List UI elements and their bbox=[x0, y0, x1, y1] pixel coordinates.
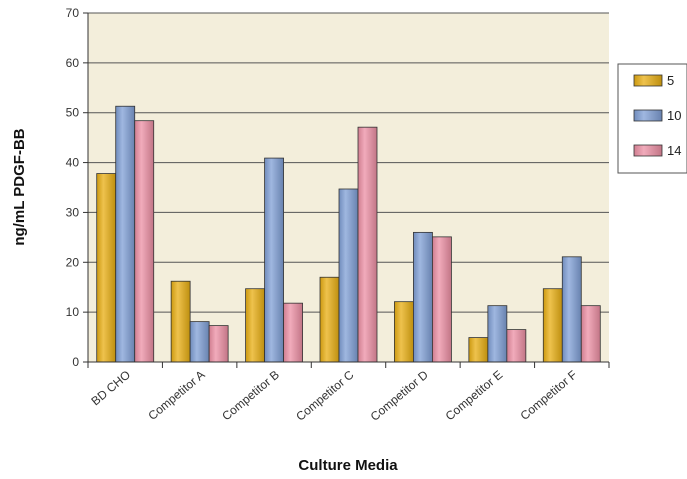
legend: 5 10 14 bbox=[617, 63, 687, 174]
bar-10-competitor-d bbox=[413, 231, 433, 363]
legend-swatch-10 bbox=[633, 109, 663, 122]
bar-14-competitor-e bbox=[506, 329, 527, 363]
legend-swatch-5 bbox=[633, 74, 663, 87]
x-tick-label: BD CHO bbox=[88, 368, 133, 409]
legend-label-5: 5 bbox=[667, 73, 674, 88]
bar-10-competitor-f bbox=[561, 256, 582, 363]
legend-swatch-14 bbox=[633, 144, 663, 157]
bar-5-competitor-d bbox=[394, 301, 414, 363]
y-tick-label: 10 bbox=[66, 305, 80, 319]
bar-10-competitor-c bbox=[338, 188, 359, 363]
bar-10-competitor-a bbox=[189, 321, 210, 363]
y-tick-label: 30 bbox=[66, 205, 80, 219]
x-tick-label: Competitor A bbox=[145, 368, 207, 423]
bar-14-bd-cho bbox=[134, 120, 155, 363]
bar-5-competitor-c bbox=[319, 276, 340, 363]
x-tick-label: Competitor C bbox=[293, 367, 356, 423]
bar-10-competitor-b bbox=[264, 157, 284, 363]
x-tick-label: Competitor F bbox=[518, 368, 580, 423]
x-tick-label: Competitor D bbox=[368, 367, 431, 423]
bar-14-competitor-f bbox=[580, 305, 601, 363]
bar-5-bd-cho bbox=[96, 173, 117, 363]
y-tick-labels: 0 10 20 30 40 50 60 70 bbox=[66, 6, 88, 369]
axes bbox=[87, 13, 609, 363]
bar-14-competitor-c bbox=[357, 126, 378, 363]
x-tick-label: Competitor E bbox=[443, 368, 506, 424]
bar-5-competitor-e bbox=[468, 337, 489, 363]
y-axis-title: ng/mL PDGF-BB bbox=[11, 128, 28, 245]
bar-10-competitor-e bbox=[487, 305, 508, 363]
y-tick-label: 70 bbox=[66, 6, 80, 20]
bar-5-competitor-b bbox=[245, 288, 265, 363]
bar-10-bd-cho bbox=[115, 105, 136, 363]
bars bbox=[96, 105, 601, 363]
y-tick-label: 40 bbox=[66, 156, 80, 170]
y-tick-label: 0 bbox=[72, 355, 79, 369]
bar-5-competitor-a bbox=[170, 280, 191, 363]
legend-label-14: 14 bbox=[667, 143, 681, 158]
y-tick-label: 20 bbox=[66, 255, 80, 269]
bar-14-competitor-a bbox=[208, 325, 229, 363]
y-tick-label: 50 bbox=[66, 106, 80, 120]
bar-14-competitor-b bbox=[283, 302, 303, 363]
x-axis-title: Culture Media bbox=[298, 457, 398, 474]
legend-label-10: 10 bbox=[667, 108, 681, 123]
x-tick-labels: BD CHO Competitor A Competitor B Competitor… bbox=[87, 362, 610, 424]
y-tick-label: 60 bbox=[66, 56, 80, 70]
bar-5-competitor-f bbox=[542, 288, 563, 363]
x-tick-label: Competitor B bbox=[219, 368, 282, 424]
bar-14-competitor-d bbox=[432, 236, 452, 363]
